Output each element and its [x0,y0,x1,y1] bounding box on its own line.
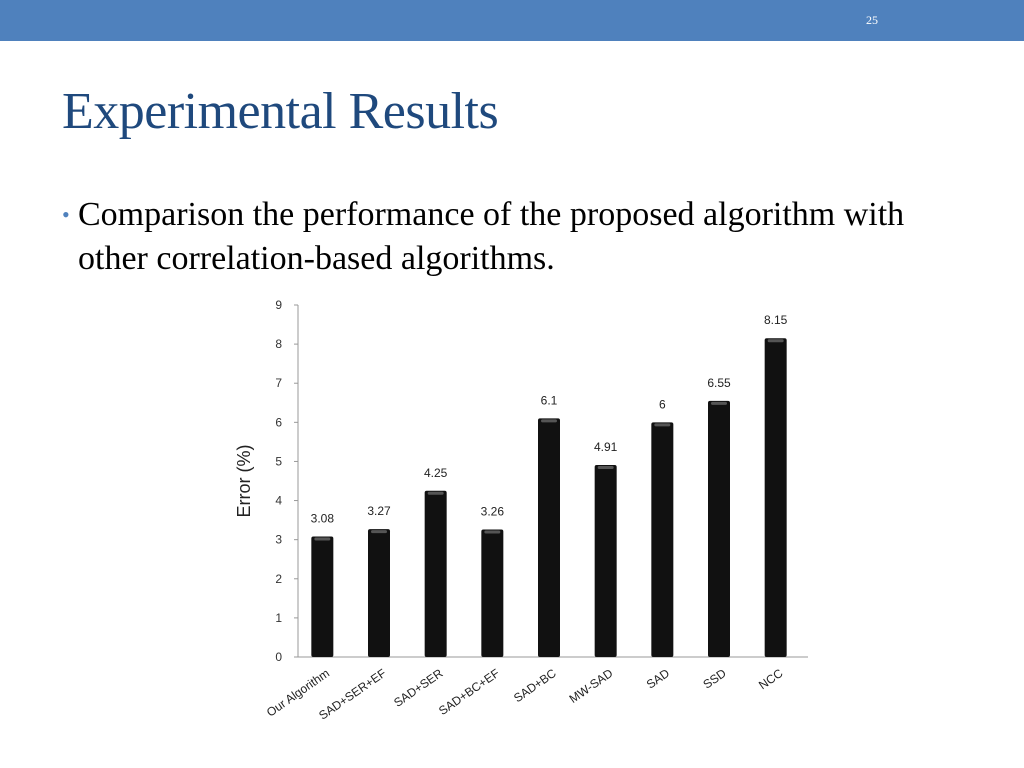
y-tick-label: 5 [275,454,282,468]
x-tick-label: SAD [644,666,673,692]
slide-number: 25 [866,13,878,27]
y-tick-label: 9 [275,298,282,312]
bar [708,400,730,657]
bar [368,529,390,657]
x-tick-label: SAD+SER [391,666,445,710]
bar [594,464,617,657]
bar-cap [314,537,331,541]
y-tick-label: 7 [275,376,282,390]
bullet-text: Comparison the performance of the propos… [78,196,905,277]
bar [651,422,674,657]
y-tick-label: 6 [275,415,282,429]
y-axis-title: Error (%) [234,445,254,518]
x-tick-label: NCC [756,666,786,693]
bar-cap [427,491,444,495]
y-tick-label: 8 [275,337,282,351]
y-tick-label: 0 [275,650,282,664]
bar-cap [597,465,614,469]
bar [538,418,560,657]
x-tick-label: MW-SAD [567,666,616,706]
bar-value-label: 8.15 [764,313,788,327]
bullet-icon: • [62,202,70,227]
bar-cap [484,530,501,534]
bar [481,529,504,657]
bar-value-label: 3.27 [367,504,391,518]
bar-value-label: 6 [659,397,666,411]
bullet-item: • Comparison the performance of the prop… [62,193,962,281]
header-bar: 25 [0,0,1024,41]
bar-value-label: 3.08 [311,512,335,526]
x-tick-label: SAD+BC [511,666,559,705]
y-tick-label: 2 [275,572,282,586]
slide-title: Experimental Results [62,83,499,140]
bar-value-label: 3.26 [481,504,505,518]
bar-cap [371,530,387,534]
bar-cap [711,401,727,405]
bar-cap [767,339,784,343]
x-tick-label: SSD [700,666,729,692]
x-tick-label: SAD+BC+EF [436,666,502,718]
bar-cap [654,423,671,427]
bar-value-label: 6.1 [541,393,558,407]
bar [424,490,447,657]
bar-value-label: 6.55 [707,376,731,390]
bar-value-label: 4.25 [424,466,448,480]
bar [764,338,787,657]
bar-value-label: 4.91 [594,440,618,454]
bar [311,536,334,657]
y-tick-label: 3 [275,533,282,547]
y-tick-label: 4 [275,494,282,508]
y-tick-label: 1 [275,611,282,625]
bar-cap [541,419,557,423]
